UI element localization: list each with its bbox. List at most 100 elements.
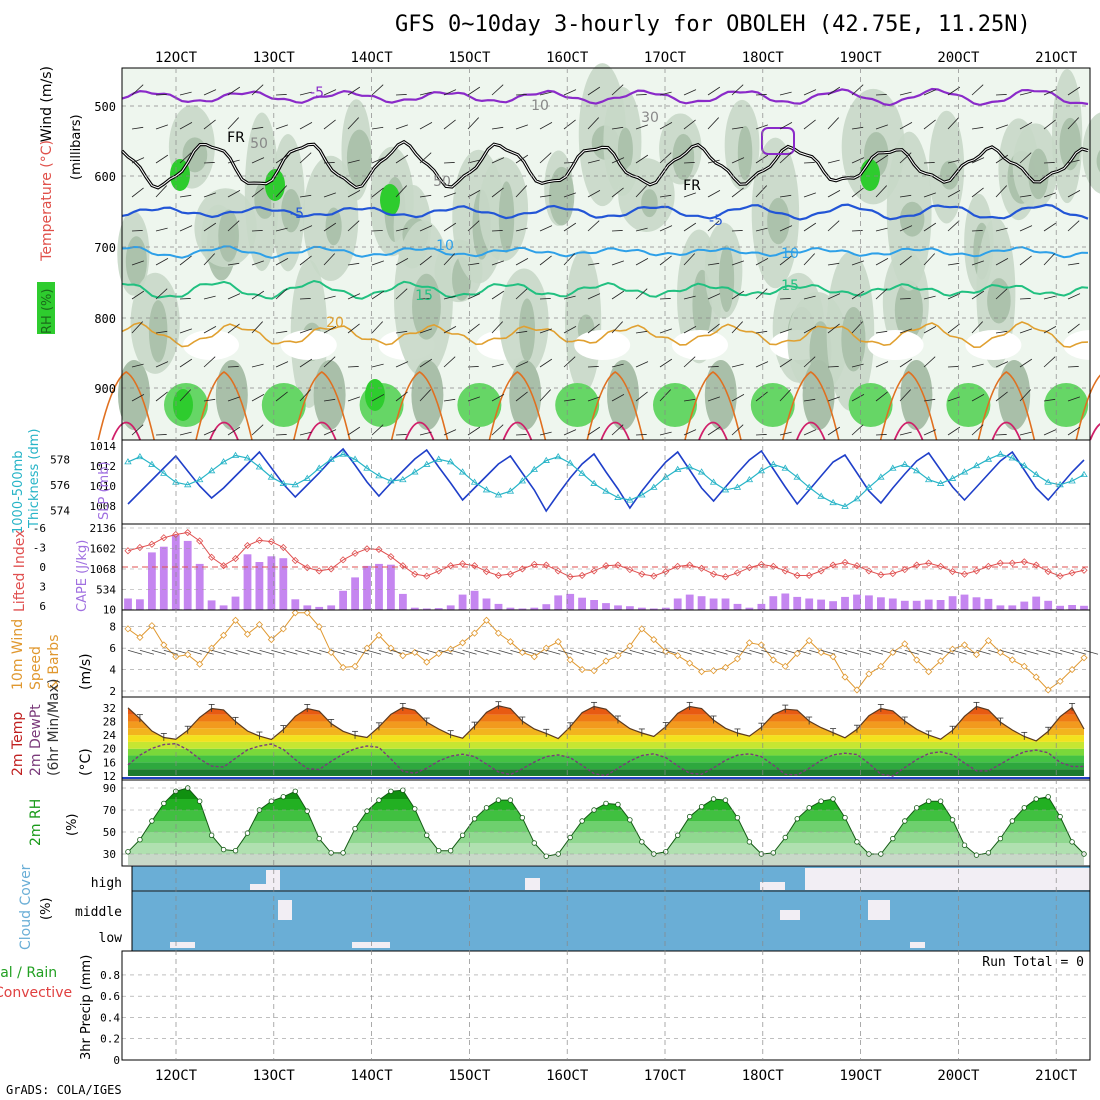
rh-point <box>902 818 908 824</box>
rh-shade-blob <box>148 300 168 363</box>
wind-barb <box>1043 429 1057 436</box>
contour-freezing-level-inner <box>121 141 1089 189</box>
wind-speed-point <box>231 616 240 624</box>
rh-point <box>495 797 502 803</box>
y-tick-label: 16 <box>103 756 116 769</box>
contour-temp-5 <box>121 203 1089 221</box>
rh-dry-blob <box>1063 330 1100 360</box>
rh-point <box>1009 818 1016 824</box>
wind-barb <box>467 159 480 164</box>
wind-barb <box>443 162 455 164</box>
wind-barb <box>491 84 504 96</box>
wind-barb <box>971 230 983 232</box>
rh-shade-blob <box>509 360 542 430</box>
wind-barb <box>563 222 577 232</box>
wind-barb <box>971 321 983 334</box>
wind-speed-point <box>447 645 455 653</box>
y-tick-label: 6 <box>39 600 46 613</box>
wind-speed-point <box>482 616 491 624</box>
thickness-point <box>793 473 801 480</box>
thickness-point <box>697 468 706 475</box>
thickness-point <box>458 468 467 475</box>
wind-barb <box>203 326 217 334</box>
thickness-point <box>446 458 455 465</box>
thickness-point <box>817 492 825 499</box>
thickness-point <box>315 464 323 471</box>
wind-barb <box>1043 253 1055 266</box>
cape-bar <box>351 577 359 610</box>
lifted-index-point <box>184 528 192 537</box>
lifted-index-point <box>1056 572 1064 580</box>
lifted-index-point <box>459 560 467 568</box>
wind-barb <box>131 126 144 130</box>
wind-barb <box>923 192 936 198</box>
wind-barb <box>199 649 214 655</box>
wind-barb <box>546 649 561 655</box>
wind-barb <box>474 649 489 655</box>
wind-barb <box>587 396 600 402</box>
y-tick-label: 578 <box>50 453 70 466</box>
thickness-point <box>291 481 299 488</box>
lifted-index-point <box>626 566 634 574</box>
wind-barb <box>899 328 912 334</box>
rh-point <box>794 816 800 822</box>
wind-barb <box>737 649 752 655</box>
rh-band <box>127 821 1085 832</box>
cape-bar <box>494 603 503 610</box>
wind-barb <box>539 91 552 96</box>
lifted-index-point <box>291 556 299 565</box>
wind-barb <box>755 124 768 130</box>
wind-speed-point <box>626 642 634 650</box>
wind-barb <box>323 89 337 96</box>
cape-bar <box>900 600 909 610</box>
contour-temp-30 <box>698 421 728 441</box>
wind-barb <box>227 323 240 334</box>
wind-barb <box>491 394 505 402</box>
y-tick-label: 20 <box>103 743 116 756</box>
wind-barb <box>779 91 792 96</box>
lifted-index-point <box>829 561 837 569</box>
wind-speed-point <box>124 625 132 633</box>
contour-label: FR <box>683 178 701 194</box>
wind-barb <box>683 192 696 198</box>
temp-band <box>127 705 1085 708</box>
wind-speed-point <box>733 655 742 663</box>
y-axis-label-millibars: (millibars) <box>69 114 84 180</box>
rh-point <box>937 798 944 804</box>
wind-barb <box>1019 328 1032 334</box>
lifted-index-point <box>208 553 216 561</box>
y-tick-label: 900 <box>94 382 116 396</box>
rh-point <box>806 805 812 811</box>
cape-bar <box>853 594 861 610</box>
wind-barb <box>707 262 720 266</box>
wind-barb <box>731 84 744 96</box>
wind-barb <box>683 222 697 232</box>
wind-barb <box>203 356 216 368</box>
wind-barb <box>707 293 721 300</box>
wind-barb <box>1043 398 1056 402</box>
rh-point <box>137 837 143 843</box>
wind-barb <box>491 157 505 164</box>
cape-bar <box>303 605 312 610</box>
y-tick-label: 6 <box>109 642 116 655</box>
wind-barb <box>773 649 788 655</box>
lifted-index-point <box>996 559 1004 567</box>
y-tick-label: 1012 <box>90 460 117 473</box>
wind-barb <box>635 330 648 334</box>
rh-shade-blob <box>1082 112 1100 194</box>
thickness-point <box>936 479 945 486</box>
wind-barb <box>371 290 385 300</box>
wind-speed-point <box>650 636 658 644</box>
rh-shade-blob <box>641 189 658 218</box>
wind-barb <box>851 260 864 266</box>
wind-barb <box>827 159 840 164</box>
wind-barb <box>755 361 769 368</box>
wind-barb <box>923 326 937 334</box>
cape-bar <box>482 598 491 610</box>
wind-barb <box>899 225 913 232</box>
wind-barb <box>923 429 937 436</box>
wind-barb <box>875 154 889 164</box>
lifted-index-point <box>853 562 861 570</box>
wind-barb <box>683 119 696 130</box>
y-tick-label: 12 <box>103 770 116 783</box>
